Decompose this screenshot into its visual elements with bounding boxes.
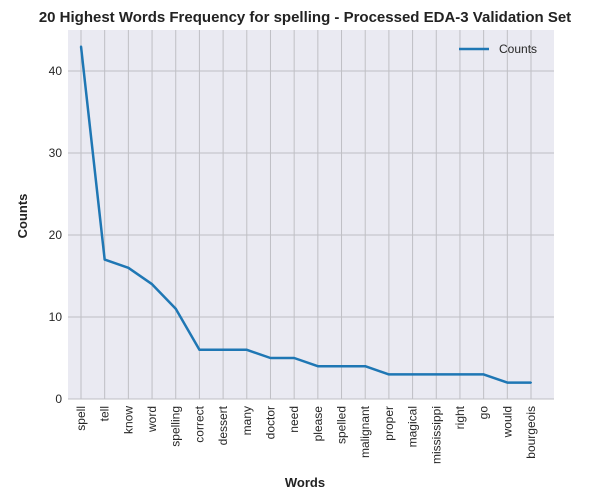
x-axis-ticks: spell tell know word spelling correct dessert m…	[74, 405, 538, 464]
y-axis-label: Counts	[15, 194, 30, 239]
x-tick-label-would: would	[500, 406, 514, 438]
legend-label-counts: Counts	[499, 42, 537, 56]
series-group	[79, 45, 532, 384]
chart-title: 20 Highest Words Frequency for spelling …	[39, 9, 571, 26]
data-point-proper	[387, 373, 390, 376]
x-tick-label-right: right	[453, 405, 467, 429]
y-tick-label: 20	[49, 228, 63, 242]
data-point-mississippi	[435, 373, 438, 376]
data-point-go	[482, 373, 485, 376]
legend: Counts	[459, 42, 537, 56]
x-tick-label-correct: correct	[192, 405, 206, 442]
x-tick-label-know: know	[121, 406, 135, 434]
x-tick-label-bourgeois: bourgeois	[524, 406, 538, 459]
data-point-know	[127, 266, 130, 269]
data-point-magical	[411, 373, 414, 376]
x-tick-label-need: need	[287, 406, 301, 433]
x-tick-label-tell: tell	[98, 406, 112, 421]
data-point-correct	[198, 348, 201, 351]
x-tick-label-malignant: malignant	[358, 405, 372, 458]
x-tick-label-magical: magical	[406, 406, 420, 447]
y-tick-label: 10	[49, 310, 63, 324]
data-point-would	[506, 381, 509, 384]
data-point-please	[316, 365, 319, 368]
series-line-counts	[79, 46, 531, 384]
data-point-dessert	[222, 348, 225, 351]
x-tick-label-spelling: spelling	[169, 406, 183, 447]
x-tick-label-spell: spell	[74, 406, 88, 431]
data-point-tell	[103, 258, 106, 261]
y-tick-label: 0	[55, 392, 62, 406]
plot-area	[68, 30, 554, 399]
y-axis-ticks: 0 10 20 30 40	[49, 64, 63, 406]
x-tick-label-many: many	[240, 406, 254, 435]
data-point-doctor	[269, 357, 272, 359]
data-point-many	[245, 348, 248, 351]
x-tick-label-spelled: spelled	[335, 406, 349, 444]
data-point-need	[293, 357, 296, 359]
data-point-spelling	[174, 307, 177, 310]
x-tick-label-go: go	[477, 406, 491, 420]
x-tick-label-doctor: doctor	[263, 406, 277, 439]
data-point-word	[151, 283, 154, 286]
data-point-spelled	[340, 365, 343, 368]
y-tick-label: 40	[49, 64, 63, 78]
data-point-bourgeois	[530, 381, 532, 384]
x-tick-label-dessert: dessert	[216, 405, 230, 445]
x-tick-label-proper: proper	[382, 406, 396, 441]
x-tick-label-word: word	[145, 406, 159, 433]
data-point-right	[458, 373, 461, 376]
data-point-malignant	[364, 365, 367, 368]
x-axis-label: Words	[285, 475, 325, 490]
y-tick-label: 30	[49, 146, 63, 160]
grid	[68, 30, 554, 400]
data-point-spell	[80, 45, 82, 48]
x-tick-label-mississippi: mississippi	[429, 406, 443, 464]
x-tick-label-please: please	[311, 406, 325, 442]
